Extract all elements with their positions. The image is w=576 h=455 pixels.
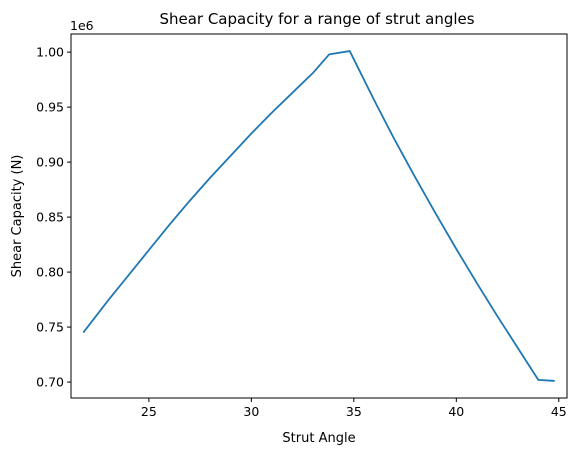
x-tick-label: 25 <box>141 404 157 419</box>
x-tick-label: 35 <box>346 404 362 419</box>
x-tick-label: 40 <box>448 404 464 419</box>
y-tick-label: 0.95 <box>36 100 64 115</box>
y-tick-label: 0.85 <box>36 210 64 225</box>
chart-title: Shear Capacity for a range of strut angl… <box>159 10 474 28</box>
y-tick-label: 1.00 <box>36 45 64 60</box>
axis-ticks: 25 30 35 40 45 0.70 0.75 0.80 0.85 0.90 0.95 1.00 <box>36 45 567 419</box>
x-tick-label: 45 <box>551 404 567 419</box>
plot-frame <box>70 33 568 399</box>
y-tick-label: 0.80 <box>36 265 64 280</box>
y-tick-label: 0.75 <box>36 320 64 335</box>
y-tick-label: 0.70 <box>36 375 64 390</box>
x-tick-label: 30 <box>243 404 259 419</box>
series-line <box>82 50 555 382</box>
y-tick-label: 0.90 <box>36 155 64 170</box>
y-offset-label: 1e6 <box>70 18 94 33</box>
x-axis-label: Strut Angle <box>282 431 355 446</box>
y-axis-label: Shear Capacity (N) <box>10 155 25 278</box>
